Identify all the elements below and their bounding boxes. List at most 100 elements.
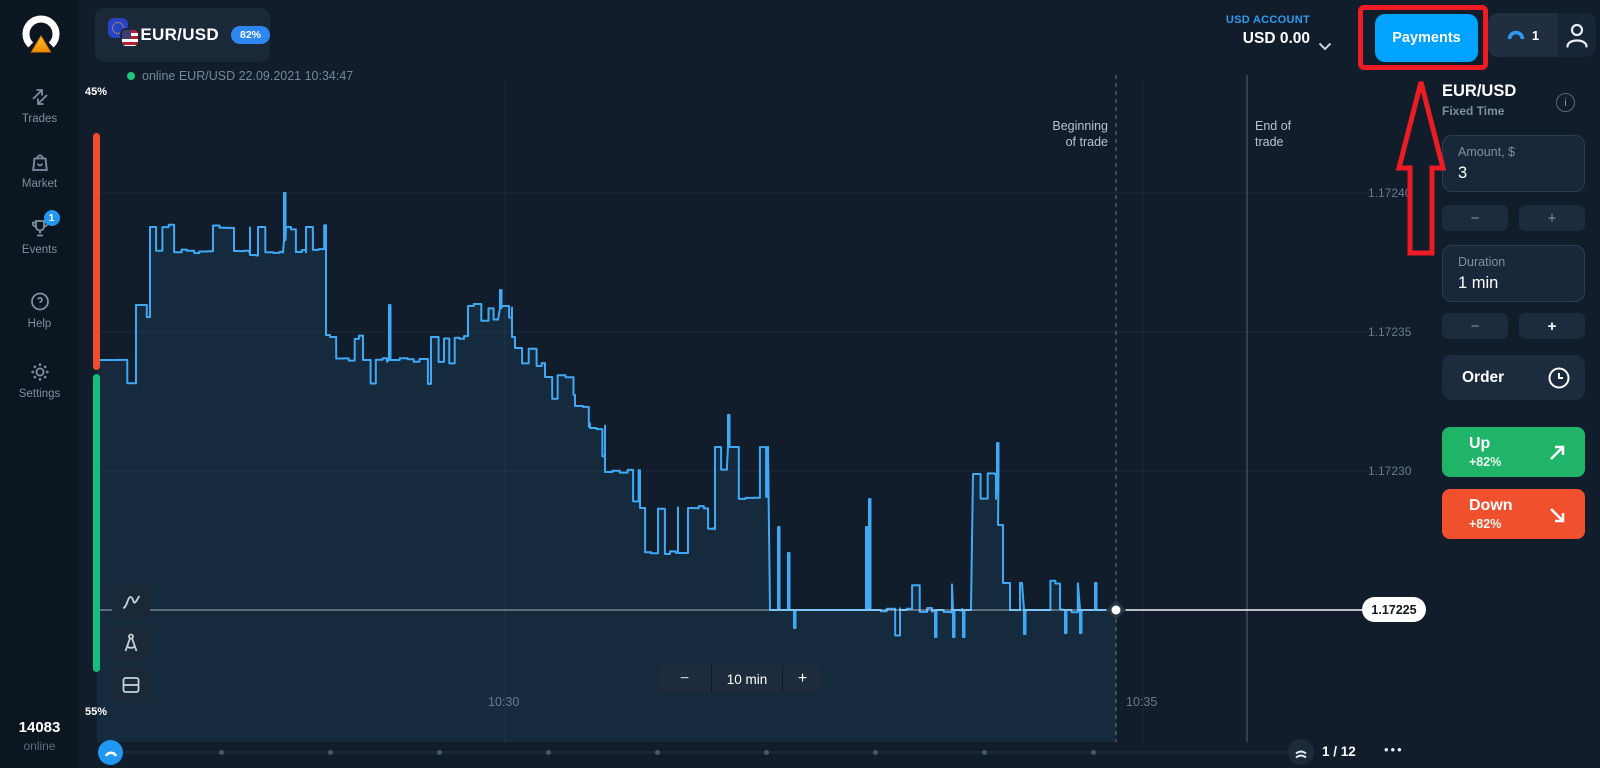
sentiment-bar-sell — [93, 133, 100, 370]
online-status-dot — [127, 72, 135, 80]
events-badge: 1 — [43, 210, 60, 226]
currency-pair-flags-icon — [108, 18, 140, 52]
amount-steppers: − + — [1442, 205, 1585, 231]
sidebar-item-trades[interactable]: Trades — [0, 85, 79, 125]
payments-button[interactable]: Payments — [1375, 14, 1478, 62]
sidebar-item-label: Events — [21, 244, 58, 256]
timeline-dot — [655, 750, 660, 755]
sidebar-item-label: Help — [27, 318, 52, 330]
sidebar-item-events[interactable]: 1 Events — [0, 210, 79, 256]
x-axis-label: 10:35 — [1126, 695, 1158, 709]
gear-icon — [28, 360, 52, 384]
sentiment-bar-buy — [93, 374, 100, 672]
duration-minus-button[interactable]: − — [1442, 313, 1508, 339]
account-balance: USD 0.00 — [1242, 30, 1310, 47]
timeline-dot — [764, 750, 769, 755]
panel-asset-subtitle: Fixed Time — [1442, 104, 1505, 118]
notifications-button[interactable]: 1 — [1488, 13, 1558, 57]
timeline-dot — [982, 750, 987, 755]
split-layout-icon — [122, 677, 140, 693]
timeframe-plus-button[interactable]: + — [782, 665, 822, 693]
duration-steppers: − + — [1442, 313, 1585, 339]
sidebar-item-label: Settings — [18, 388, 61, 400]
timeline-dot — [219, 750, 224, 755]
sidebar-item-market[interactable]: Market — [0, 150, 79, 190]
amount-field[interactable]: Amount, $ 3 — [1442, 135, 1585, 192]
header-actions: 1 — [1488, 13, 1596, 57]
sentiment-up-percent: 45% — [85, 86, 108, 98]
duration-field[interactable]: Duration 1 min — [1442, 245, 1585, 302]
app-logo[interactable] — [22, 12, 60, 65]
sidebar-item-label: Trades — [21, 113, 58, 125]
y-axis-label: 1.17240 — [1368, 186, 1412, 200]
timeframe-minus-button[interactable]: − — [658, 665, 712, 693]
account-selector[interactable]: USD ACCOUNT USD 0.00 — [1160, 14, 1310, 48]
asset-timeline — [110, 751, 1287, 754]
duration-label: Duration — [1458, 255, 1506, 269]
timeline-dot — [1091, 750, 1096, 755]
sidebar-item-settings[interactable]: Settings — [0, 360, 79, 400]
down-button[interactable]: Down +82% — [1442, 489, 1585, 539]
online-users-count: 14083 — [18, 719, 61, 736]
asset-arc-icon — [104, 751, 117, 757]
info-icon[interactable]: i — [1556, 93, 1575, 112]
timeline-dot — [437, 750, 442, 755]
asset-selector[interactable]: EUR/USD 82% — [95, 8, 270, 62]
chevron-down-icon[interactable] — [1318, 38, 1332, 56]
timeline-dot — [546, 750, 551, 755]
user-icon — [1566, 23, 1588, 48]
profile-button[interactable] — [1558, 13, 1596, 57]
sidebar: Trades Market 1 Events — [0, 0, 79, 768]
asset-pager-button[interactable] — [1288, 739, 1314, 765]
timeline-dot — [873, 750, 878, 755]
y-axis-label: 1.17235 — [1368, 325, 1412, 339]
up-button[interactable]: Up +82% — [1442, 427, 1585, 477]
notification-arc-icon — [1507, 30, 1525, 40]
shopping-bag-icon — [28, 150, 52, 174]
duration-plus-button[interactable]: + — [1519, 313, 1585, 339]
compass-icon — [124, 633, 138, 652]
online-users-label: online — [23, 739, 56, 753]
sentiment-down-percent: 55% — [85, 706, 108, 718]
question-icon — [28, 290, 52, 314]
asset-page-indicator: 1 / 12 — [1322, 744, 1356, 759]
more-menu-button[interactable]: ••• — [1384, 742, 1404, 757]
drawing-tools-button[interactable] — [112, 625, 150, 661]
arrow-up-right-icon — [1550, 445, 1565, 460]
account-label: USD ACCOUNT — [1225, 14, 1310, 26]
notification-count: 1 — [1531, 27, 1540, 43]
order-button[interactable]: Order — [1442, 355, 1585, 400]
timeline-dot — [328, 750, 333, 755]
amount-plus-button[interactable]: + — [1519, 205, 1585, 231]
timeframe-value: 10 min — [712, 665, 782, 693]
clock-icon — [1548, 367, 1570, 388]
us-flag-icon — [120, 28, 140, 48]
stacked-chevrons-icon — [1295, 750, 1307, 759]
beginning-of-trade-label: Beginning of trade — [1052, 119, 1108, 149]
trophy-icon: 1 — [28, 210, 60, 240]
online-users: 14083 online — [0, 719, 79, 753]
timeframe-control: − 10 min + — [658, 665, 822, 693]
current-price-badge: 1.17225 — [1362, 597, 1426, 622]
chart-type-button[interactable] — [112, 583, 150, 619]
trades-arrows-icon — [28, 85, 52, 109]
end-of-trade-label: End of trade — [1255, 119, 1292, 149]
amount-minus-button[interactable]: − — [1442, 205, 1508, 231]
arrow-down-right-icon — [1550, 508, 1565, 523]
current-price-dot — [1111, 605, 1121, 615]
asset-status-line: online EUR/USD 22.09.2021 10:34:47 — [142, 69, 354, 83]
duration-value: 1 min — [1458, 274, 1499, 292]
x-axis-label: 10:30 — [488, 695, 520, 709]
line-chart-icon — [122, 595, 141, 609]
sidebar-item-label: Market — [21, 178, 58, 190]
amount-label: Amount, $ — [1458, 145, 1515, 159]
pair-name: EUR/USD — [140, 25, 219, 44]
active-asset-button[interactable] — [98, 740, 123, 765]
payout-badge: 82% — [230, 26, 270, 44]
sidebar-item-help[interactable]: Help — [0, 290, 79, 330]
amount-value: 3 — [1458, 164, 1468, 182]
layout-button[interactable] — [112, 667, 150, 703]
panel-asset-title: EUR/USD — [1442, 82, 1517, 100]
